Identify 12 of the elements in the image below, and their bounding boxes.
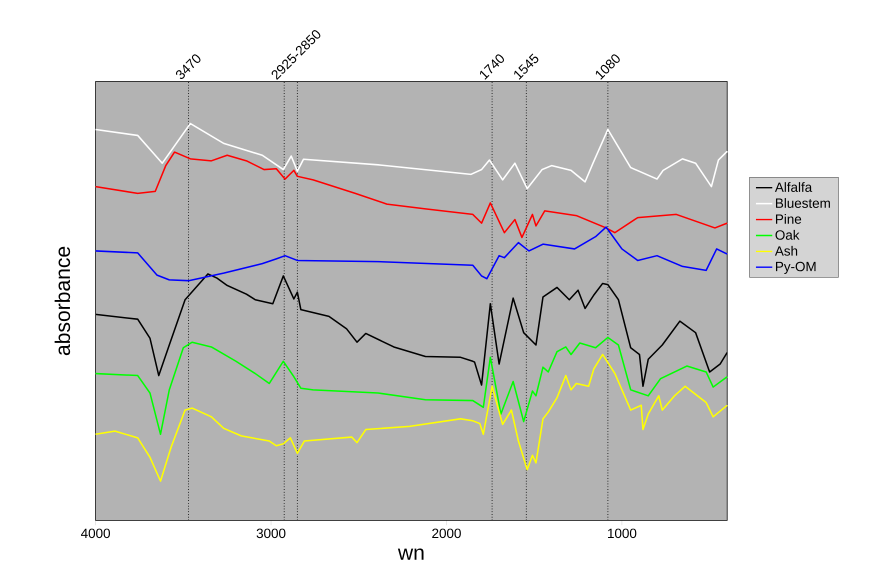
legend-label: Py-OM [776,262,816,274]
legend-label: Oak [776,230,800,240]
legend-label: Alfalfa [774,182,812,192]
x-tick-label: 4000 [80,528,110,538]
legend-label: Pine [776,214,802,224]
legend-label: Bluestem [776,198,830,208]
x-tick-label: 1000 [608,528,636,538]
y-axis-title: absorbance [54,246,70,356]
x-tick-label: 2000 [432,528,461,538]
legend-label: Ash [774,246,798,256]
x-axis-title: wn [398,548,424,560]
x-tick-label: 3000 [256,528,286,538]
